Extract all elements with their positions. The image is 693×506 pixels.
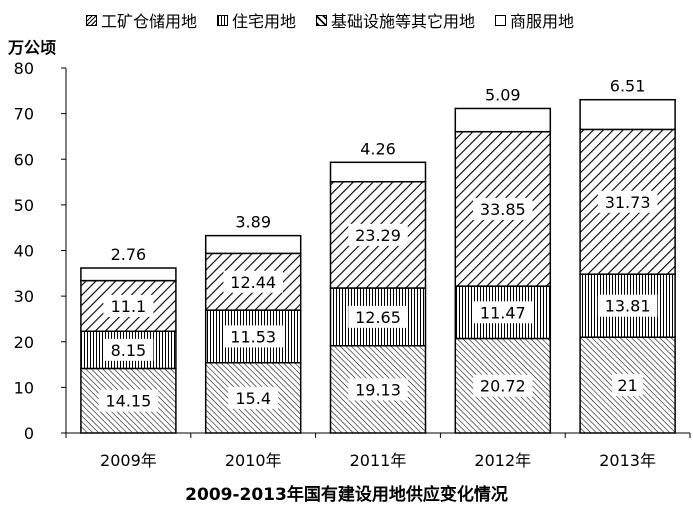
data-label-background <box>98 389 159 412</box>
data-label-background <box>223 270 283 293</box>
bar-segment-commercial <box>454 107 552 133</box>
y-tick-label: 10 <box>14 378 34 397</box>
data-label-infrastructure: 33.85 <box>480 200 526 219</box>
bar-segment-commercial <box>329 161 427 183</box>
legend-label-infrastructure: 基础设施等其它用地 <box>331 12 476 31</box>
y-tick-label: 50 <box>14 196 34 215</box>
bar-segment-commercial <box>204 234 302 255</box>
data-label-background <box>597 294 658 317</box>
legend-label-industrial: 工矿仓储用地 <box>101 12 198 31</box>
y-tick-label: 70 <box>14 105 34 124</box>
legend-item-commercial: 商服用地 <box>495 8 574 32</box>
legend-item-residential: 住宅用地 <box>217 8 296 32</box>
data-label-commercial: 3.89 <box>235 213 271 232</box>
data-label-industrial: 15.4 <box>235 389 271 408</box>
y-axis-unit-label: 万公顷 <box>8 38 57 57</box>
data-label-commercial: 5.09 <box>485 85 521 104</box>
legend-swatch-residential <box>217 14 229 26</box>
data-label-background <box>348 305 408 328</box>
legend-label-residential: 住宅用地 <box>232 12 297 31</box>
data-label-background <box>473 197 533 220</box>
y-tick-label: 40 <box>14 242 34 261</box>
data-label-background <box>473 301 533 324</box>
legend-swatch-commercial <box>495 14 507 26</box>
data-label-residential: 11.47 <box>480 303 526 322</box>
y-tick-label: 60 <box>14 150 34 169</box>
data-label-infrastructure: 23.29 <box>355 226 401 245</box>
data-label-background <box>612 374 644 397</box>
data-label-background <box>103 338 154 361</box>
data-label-background <box>228 386 279 409</box>
data-label-background <box>103 294 154 317</box>
data-label-infrastructure: 12.44 <box>230 273 276 292</box>
legend-label-commercial: 商服用地 <box>510 12 575 31</box>
bar-segment-commercial <box>579 98 676 131</box>
y-tick-label: 30 <box>14 287 34 306</box>
legend-item-infrastructure: 基础设施等其它用地 <box>316 8 475 32</box>
data-label-background <box>597 190 658 213</box>
data-label-industrial: 20.72 <box>480 377 526 396</box>
data-label-infrastructure: 31.73 <box>605 193 651 212</box>
data-label-background <box>473 374 533 397</box>
legend-item-industrial: 工矿仓储用地 <box>86 8 197 32</box>
data-label-commercial: 4.26 <box>360 139 396 158</box>
chart-legend: 工矿仓储用地 住宅用地 基础设施等其它用地 商服用地 <box>86 8 574 32</box>
data-label-infrastructure: 11.1 <box>111 297 147 316</box>
x-tick-label: 2013年 <box>599 451 656 470</box>
y-tick-label: 80 <box>14 59 34 78</box>
data-label-industrial: 21 <box>617 376 637 395</box>
data-label-residential: 8.15 <box>111 341 147 360</box>
data-label-industrial: 19.13 <box>355 380 401 399</box>
data-label-commercial: 6.51 <box>610 77 646 96</box>
y-tick-label: 0 <box>24 424 34 443</box>
legend-swatch-industrial <box>86 14 97 26</box>
data-label-background <box>348 223 408 246</box>
x-tick-label: 2009年 <box>100 451 157 470</box>
data-label-residential: 12.65 <box>355 308 401 327</box>
data-label-residential: 11.53 <box>230 327 276 346</box>
chart-title: 2009-2013年国有建设用地供应变化情况 <box>185 485 508 505</box>
data-label-background <box>223 325 283 348</box>
data-label-background <box>348 378 408 401</box>
data-label-commercial: 2.76 <box>111 245 147 264</box>
y-tick-label: 20 <box>14 333 34 352</box>
x-tick-label: 2012年 <box>474 451 531 470</box>
legend-swatch-infrastructure <box>316 14 328 26</box>
x-tick-label: 2010年 <box>225 451 282 470</box>
data-label-residential: 13.81 <box>605 297 651 316</box>
x-tick-label: 2011年 <box>350 451 407 470</box>
bar-segment-commercial <box>80 267 177 282</box>
data-label-industrial: 14.15 <box>105 392 151 411</box>
